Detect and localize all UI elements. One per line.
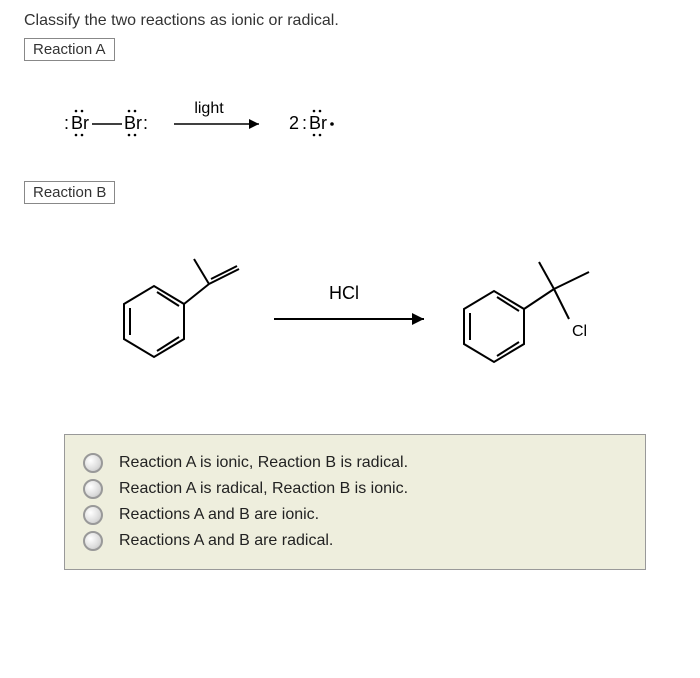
option-text-1: Reaction A is radical, Reaction B is ion… xyxy=(119,480,408,498)
option-text-2: Reactions A and B are ionic. xyxy=(119,506,319,524)
reagent-br-left: : xyxy=(64,113,69,133)
answer-options-box: Reaction A is ionic, Reaction B is radic… xyxy=(64,434,646,570)
option-text-0: Reaction A is ionic, Reaction B is radic… xyxy=(119,454,408,472)
reaction-b-diagram: HCl Cl xyxy=(44,224,676,414)
option-row-3[interactable]: Reactions A and B are radical. xyxy=(83,531,627,551)
radio-icon[interactable] xyxy=(83,479,103,499)
reaction-a-label: Reaction A xyxy=(24,38,115,61)
option-row-2[interactable]: Reactions A and B are ionic. xyxy=(83,505,627,525)
reaction-b-label: Reaction B xyxy=(24,181,115,204)
option-row-0[interactable]: Reaction A is ionic, Reaction B is radic… xyxy=(83,453,627,473)
reaction-a-diagram: : Br Br : light 2 : xyxy=(44,91,676,151)
reaction-b-cl-label: Cl xyxy=(572,323,587,340)
reaction-a-product-sym: Br xyxy=(309,113,327,133)
radio-icon[interactable] xyxy=(83,531,103,551)
reaction-a-product-colon: : xyxy=(302,113,307,133)
reagent-br-right-sym: Br xyxy=(124,113,142,133)
option-text-3: Reactions A and B are radical. xyxy=(119,532,333,550)
reagent-br-left-sym: Br xyxy=(71,113,89,133)
reagent-br-right: : xyxy=(143,113,148,133)
question-text: Classify the two reactions as ionic or r… xyxy=(24,12,676,30)
reaction-a-coeff: 2 xyxy=(289,113,299,133)
option-row-1[interactable]: Reaction A is radical, Reaction B is ion… xyxy=(83,479,627,499)
reaction-a-condition: light xyxy=(194,100,224,117)
radio-icon[interactable] xyxy=(83,505,103,525)
radio-icon[interactable] xyxy=(83,453,103,473)
radical-dot-icon xyxy=(330,122,334,126)
reaction-b-reagent: HCl xyxy=(329,283,359,303)
